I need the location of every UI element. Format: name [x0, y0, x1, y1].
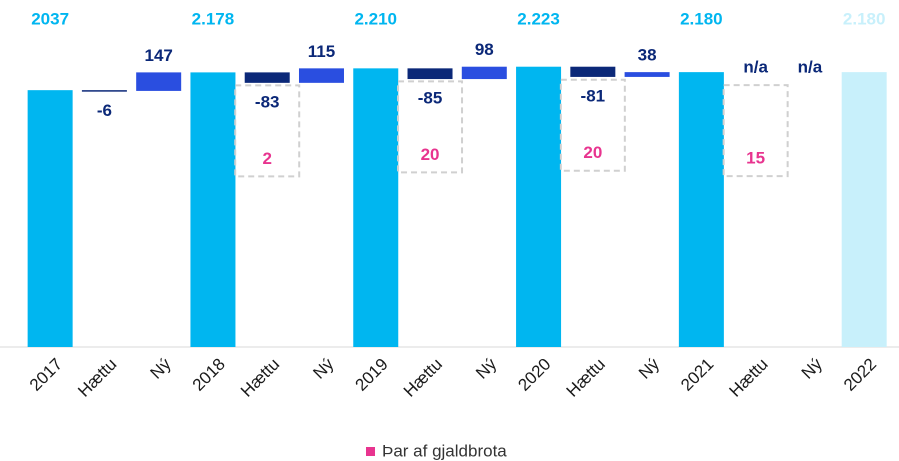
dashed-box	[559, 78, 626, 172]
x-tick-label: Ný	[798, 354, 826, 382]
bar	[516, 66, 562, 348]
bar	[298, 68, 344, 83]
bar	[678, 72, 724, 347]
value-label: 98	[475, 40, 494, 59]
x-tick-label: Hættu	[237, 355, 283, 401]
value-label: 2.180	[843, 9, 886, 28]
x-tick-label: 2017	[26, 355, 66, 395]
legend-label: Þar af gjaldbrota	[382, 441, 507, 460]
bar	[841, 72, 887, 347]
value-label: 2.180	[680, 9, 723, 28]
x-tick-label: Ný	[472, 354, 500, 382]
bar	[136, 72, 182, 91]
value-label: 2.178	[192, 9, 235, 28]
x-tick-label: Hættu	[725, 355, 771, 401]
gjaldbrota-label: 15	[746, 149, 765, 168]
value-label: 2037	[31, 9, 69, 28]
x-tick-label: 2018	[189, 355, 229, 395]
x-tick-label: Hættu	[563, 355, 609, 401]
bar	[624, 72, 670, 77]
value-label: 38	[638, 46, 657, 65]
value-label: -6	[97, 101, 112, 120]
value-label: -83	[255, 92, 280, 111]
x-tick-label: Ný	[309, 354, 337, 382]
x-tick-label: 2021	[677, 355, 717, 395]
bar	[27, 90, 73, 348]
dashed-box	[722, 84, 789, 178]
x-tick-label: Hættu	[400, 355, 446, 401]
value-label: n/a	[743, 58, 768, 77]
x-tick-label: Ný	[635, 354, 663, 382]
bar	[570, 66, 616, 77]
gjaldbrota-label: 20	[583, 143, 602, 162]
bar	[190, 72, 236, 348]
x-tick-label: Ný	[147, 354, 175, 382]
x-tick-label: 2019	[352, 355, 392, 395]
value-label: 147	[144, 46, 172, 65]
value-label: -81	[581, 86, 606, 105]
bar	[407, 68, 453, 80]
x-tick-label: Hættu	[74, 355, 120, 401]
bar	[244, 72, 290, 83]
value-label: 2.210	[354, 9, 397, 28]
value-label: n/a	[798, 58, 823, 77]
bar	[81, 90, 127, 92]
bar	[353, 68, 399, 347]
x-tick-label: 2020	[514, 355, 554, 395]
value-label: 2.223	[517, 9, 560, 28]
dashed-box	[234, 84, 301, 178]
value-label: 115	[308, 42, 335, 61]
bar	[461, 66, 507, 80]
gjaldbrota-label: 20	[421, 145, 440, 164]
legend-swatch	[366, 447, 375, 456]
x-tick-label: 2022	[840, 355, 880, 395]
gjaldbrota-label: 2	[262, 149, 271, 168]
value-label: -85	[418, 89, 443, 108]
dashed-box	[397, 80, 464, 174]
